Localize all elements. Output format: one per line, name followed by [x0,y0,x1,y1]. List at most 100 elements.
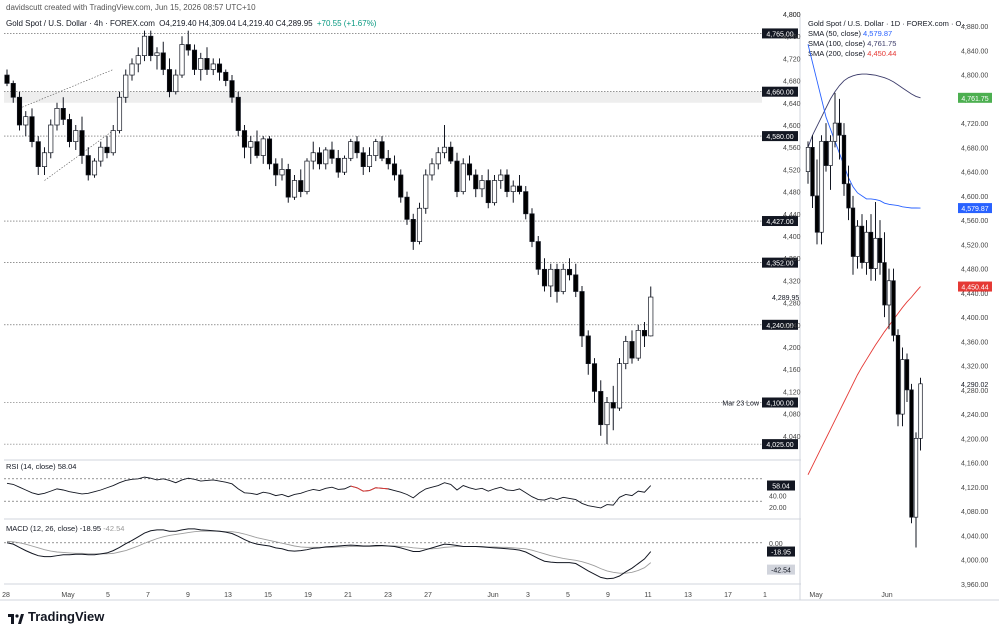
axes-layer: 4,765.00 4,660.00 4,580.00 4,427.00 4,352.00… [2,12,992,599]
right-y-tick: 4,680.00 [961,145,988,152]
right-y-tick: 4,240.00 [961,412,988,419]
level-tag-label: 4,240.00 [766,323,793,330]
level-tag-label: 4,025.00 [766,442,793,449]
daily-candle-body [891,280,896,336]
right-y-tick: 4,400.00 [961,315,988,322]
left-x-tick: 15 [264,592,272,599]
right-y-tick: 4,600.00 [961,194,988,201]
candle-body [585,335,591,364]
level-tag [762,131,798,142]
left-y-tick: 4,240 [783,323,801,330]
candle-body [123,74,129,98]
candle-body [29,116,35,143]
candle-body [260,138,266,156]
level-tag-label: 4,100.00 [766,401,793,408]
right-y-tick: 4,480.00 [961,267,988,274]
sma50-legend: SMA (50, close) 4,579.87 [808,29,968,39]
left-x-tick: 28 [2,592,10,599]
left-price-pane: Mar 23 Low [4,30,762,445]
left-x-tick: 23 [384,592,392,599]
left-y-tick: 4,480 [783,190,801,197]
level-tag-label: 4,352.00 [766,261,793,268]
candle-body [166,69,173,93]
candle-body [529,213,535,242]
candle-body [185,44,191,51]
right-y-tick: 4,640.00 [961,170,988,177]
daily-candle-body [828,140,833,166]
candle-body [116,96,123,131]
sma200-legend-value: 4,450.44 [867,49,897,58]
rsi-value-tag-label: 58.04 [772,484,790,491]
created-by-text: davidscutt created with TradingView.com,… [6,3,256,12]
candle-body [591,363,598,392]
candle-body [541,268,548,287]
level-tag [762,319,798,330]
candle-body [79,130,85,156]
candle-body [548,268,554,287]
daily-candle-body [909,389,914,518]
rsi-legend: RSI (14, close) 58.04 [6,462,76,471]
daily-candle-body [823,140,829,166]
macd-value: -18.95 [79,524,102,533]
left-x-tick: 13 [684,592,692,599]
macd-value-tag [767,546,795,557]
right-y-tick: 4,200.00 [961,436,988,443]
candle-body [435,152,441,165]
candle-body [304,160,310,192]
candle-body [23,116,29,126]
right-y-tick: 4,560.00 [961,218,988,225]
candle-body [498,174,504,181]
macd-signal-tag [767,564,795,575]
candle-body [204,58,210,70]
resistance-zone [4,91,762,103]
right-y-tick: 4,800.00 [961,73,988,80]
daily-candle-body [877,237,883,263]
left-x-tick: Jun [487,592,498,599]
right-last-price: 4,290.02 [961,382,988,389]
right-chart-header: Gold Spot / U.S. Dollar · 1D · FOREX.com… [808,19,968,59]
candle-body [54,107,60,126]
left-x-tick: 5 [566,592,570,599]
left-x-tick: 11 [644,592,651,599]
level-tag-label: 4,427.00 [766,219,793,226]
right-y-tick: 4,280.00 [961,388,988,395]
candle-body [16,96,23,126]
candle-body [566,268,573,276]
right-y-tick: 4,360.00 [961,339,988,346]
daily-candle-body [810,147,815,197]
sma200-line [807,286,921,475]
tradingview-logo[interactable]: TradingView [8,609,104,624]
sma200-tag-label: 4,450.44 [961,285,988,292]
macd-pane [4,528,762,580]
candle-body [610,402,616,409]
macd-title: MACD (12, 26, close) [6,524,78,533]
daily-candle-body [819,140,824,233]
daily-candle-body [900,359,905,415]
left-y-tick: 4,800 [783,12,801,19]
candle-body [316,152,323,165]
right-price-pane [805,44,923,548]
right-y-tick: 4,000.00 [961,558,988,565]
candle-body [379,141,385,159]
macd-value-tag-label: -18.95 [771,550,791,557]
daily-candle-body [805,147,811,172]
left-x-tick: 21 [344,592,352,599]
right-y-tick: 4,040.00 [961,533,988,540]
candle-body [148,35,154,56]
candle-body [454,160,460,192]
daily-candle-body [841,134,847,185]
level-tag [762,86,798,97]
daily-candle-body [886,280,892,306]
daily-candle-body [913,438,919,518]
right-y-tick: 4,320.00 [961,364,988,371]
candle-body [579,291,585,337]
candle-body [373,141,379,156]
candle-body [535,241,541,270]
candle-body [216,63,223,73]
macd-signal-line [6,530,652,574]
left-ohlc-values: O4,219.40 H4,309.04 L4,219.40 C4,289.95 [159,19,313,28]
level-note: Mar 23 Low [722,401,760,408]
left-y-tick: 4,680 [783,79,801,86]
candle-body [191,49,198,70]
